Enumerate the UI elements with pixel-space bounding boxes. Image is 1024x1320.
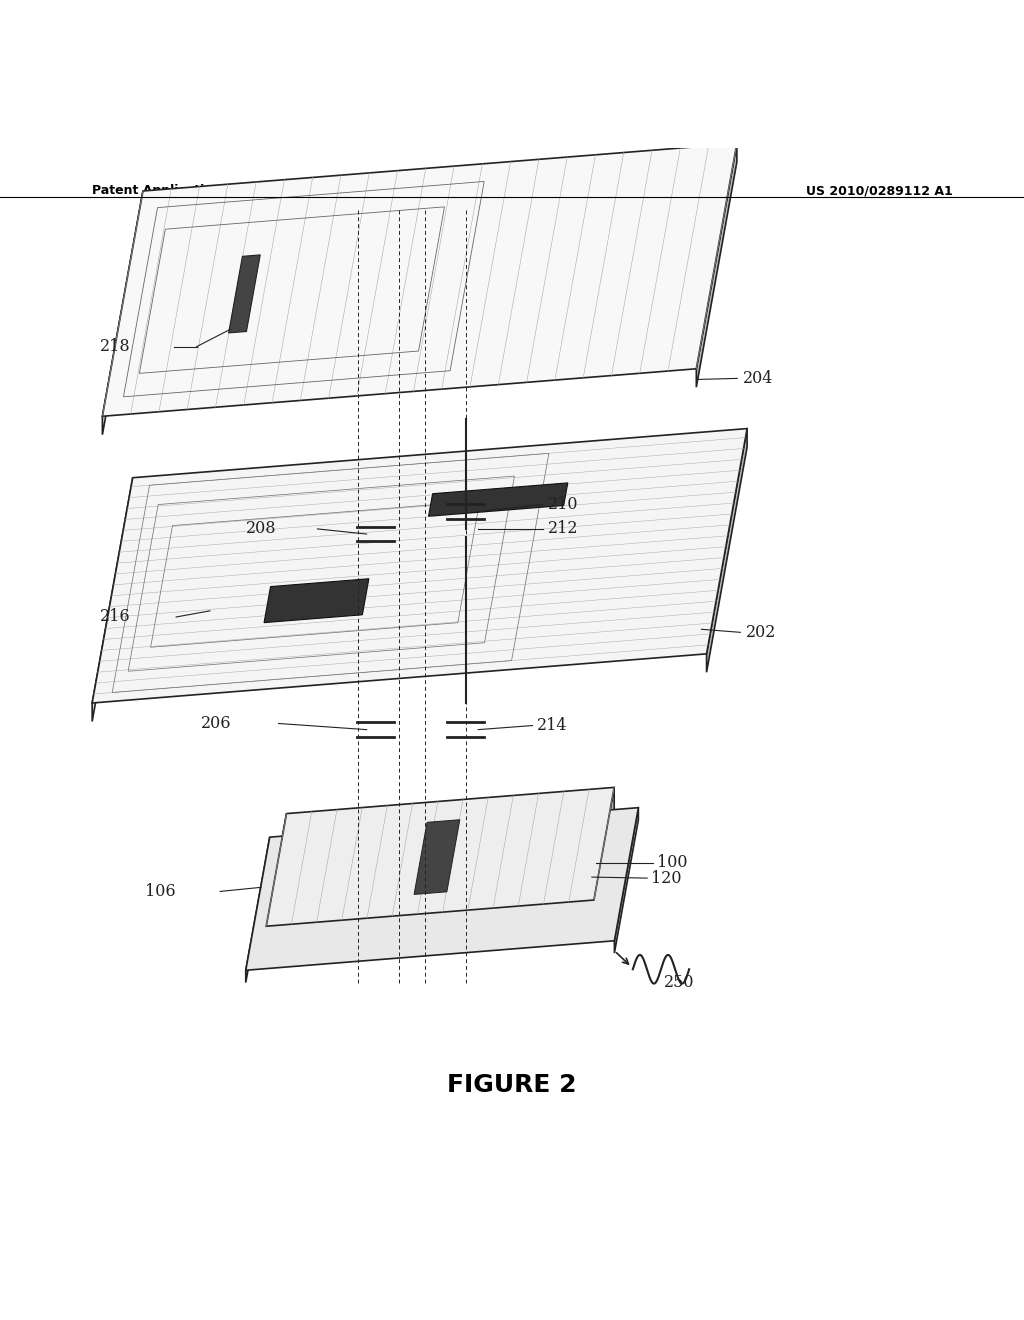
Polygon shape: [264, 578, 369, 623]
Text: 120: 120: [651, 870, 682, 887]
Text: 218: 218: [100, 338, 131, 355]
Polygon shape: [102, 144, 737, 416]
Text: 100: 100: [657, 854, 688, 871]
Text: 202: 202: [745, 624, 776, 640]
Text: 212: 212: [548, 520, 579, 537]
Text: 250: 250: [664, 974, 694, 991]
Text: 204: 204: [743, 370, 774, 387]
Text: Patent Application Publication: Patent Application Publication: [92, 185, 304, 198]
Polygon shape: [414, 820, 460, 895]
Polygon shape: [92, 478, 133, 722]
Text: 208: 208: [246, 520, 276, 537]
Polygon shape: [696, 144, 737, 387]
Text: FIGURE 2: FIGURE 2: [447, 1073, 577, 1097]
Text: US 2010/0289112 A1: US 2010/0289112 A1: [806, 185, 952, 198]
Polygon shape: [266, 813, 287, 952]
Text: 206: 206: [201, 715, 231, 733]
Text: Nov. 18, 2010  Sheet 3 of 11: Nov. 18, 2010 Sheet 3 of 11: [372, 185, 570, 198]
Polygon shape: [92, 429, 748, 704]
Polygon shape: [228, 255, 260, 333]
Text: 214: 214: [537, 717, 567, 734]
Polygon shape: [266, 788, 614, 927]
Text: 210: 210: [548, 496, 579, 513]
Polygon shape: [246, 837, 269, 982]
Polygon shape: [594, 788, 614, 925]
Polygon shape: [614, 808, 638, 953]
Polygon shape: [102, 191, 143, 434]
Polygon shape: [429, 483, 567, 516]
Text: 216: 216: [100, 609, 131, 626]
Text: 106: 106: [145, 883, 176, 900]
Polygon shape: [707, 429, 748, 672]
Polygon shape: [246, 808, 638, 970]
